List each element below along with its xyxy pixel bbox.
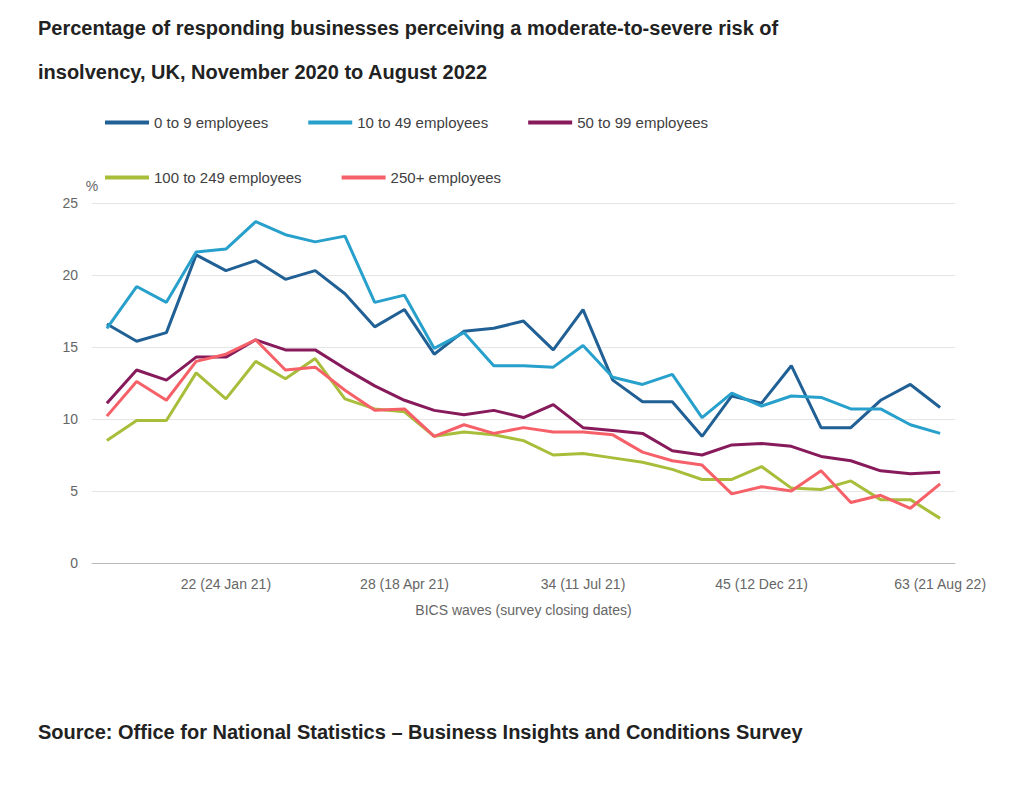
svg-text:20: 20 xyxy=(62,267,78,283)
svg-text:BICS waves (survey closing dat: BICS waves (survey closing dates) xyxy=(415,602,631,618)
svg-text:22 (24 Jan 21): 22 (24 Jan 21) xyxy=(181,576,271,592)
svg-text:45 (12 Dec 21): 45 (12 Dec 21) xyxy=(715,576,808,592)
svg-text:250+ employees: 250+ employees xyxy=(391,169,502,186)
svg-text:15: 15 xyxy=(62,339,78,355)
svg-text:0 to 9 employees: 0 to 9 employees xyxy=(154,114,268,131)
svg-text:63 (21 Aug 22): 63 (21 Aug 22) xyxy=(894,576,986,592)
svg-text:10 to 49 employees: 10 to 49 employees xyxy=(357,114,488,131)
svg-text:0: 0 xyxy=(70,555,78,571)
svg-text:10: 10 xyxy=(62,411,78,427)
svg-text:5: 5 xyxy=(70,483,78,499)
svg-text:100 to 249 employees: 100 to 249 employees xyxy=(154,169,302,186)
svg-text:34 (11 Jul 21): 34 (11 Jul 21) xyxy=(541,576,626,592)
html-text:Source: Office for National St: Source: Office for National Statistics –… xyxy=(38,721,803,743)
html-text:Percentage of responding busin: Percentage of responding businesses perc… xyxy=(38,17,779,83)
svg-text:50 to 99 employees: 50 to 99 employees xyxy=(577,114,708,131)
svg-text:28 (18 Apr 21): 28 (18 Apr 21) xyxy=(360,576,449,592)
svg-text:25: 25 xyxy=(62,195,78,211)
svg-text:%: % xyxy=(86,178,98,194)
